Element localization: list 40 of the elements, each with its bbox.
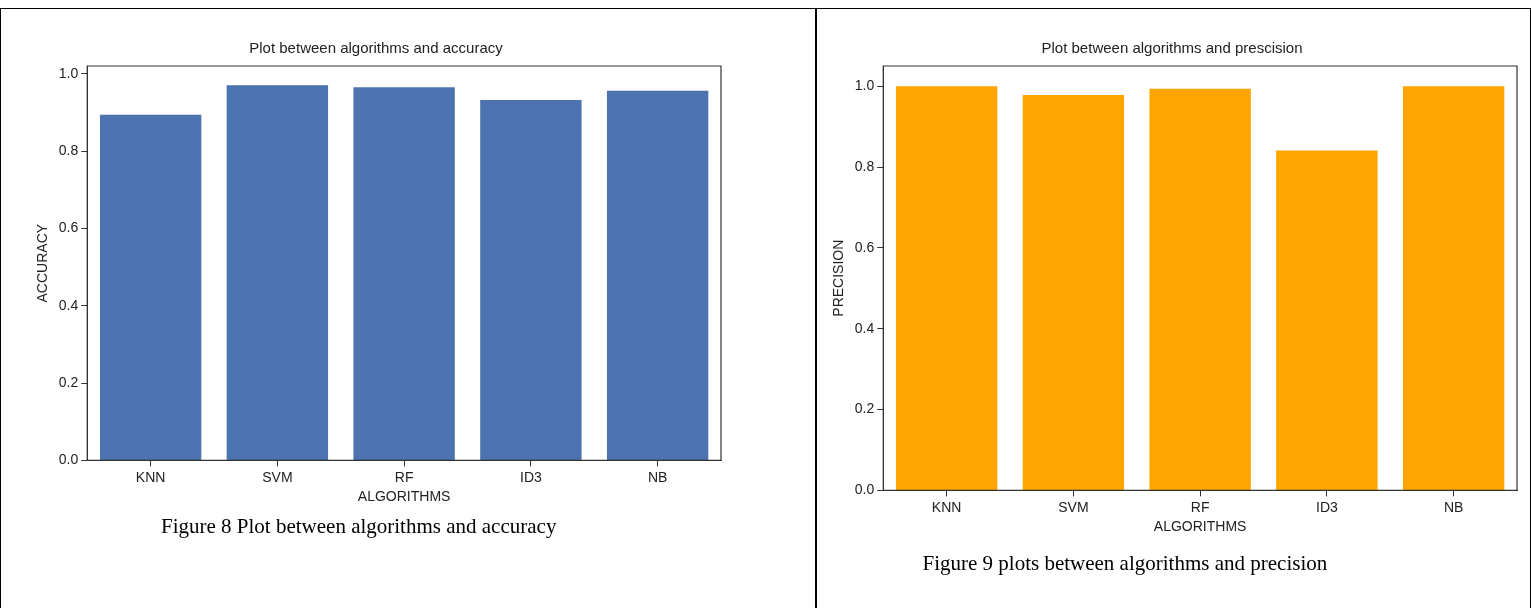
bar: [1149, 88, 1252, 490]
chart-title: Plot between algorithms and prescision: [1041, 39, 1303, 57]
y-axis-title: PRECISION: [830, 239, 847, 317]
caption: Figure 9 plots between algorithms and precision: [922, 551, 1328, 576]
x-axis-title: ALGORITHMS: [357, 488, 451, 505]
x-tick-label: RF: [394, 468, 414, 485]
y-tick-label: 0.0: [855, 481, 875, 498]
bar: [606, 90, 709, 460]
bar: [1403, 86, 1505, 490]
y-tick-label: 0.8: [855, 157, 875, 174]
bar: [480, 100, 582, 460]
x-tick-label: KNN: [932, 498, 962, 515]
y-tick-label: 0.8: [58, 141, 79, 158]
x-tick-label: RF: [1191, 498, 1210, 515]
y-tick-label: 0.4: [58, 296, 79, 313]
y-tick-label: 0.0: [58, 451, 79, 468]
bar: [353, 87, 455, 460]
y-tick-label: 1.0: [855, 77, 875, 94]
bar: [99, 114, 202, 460]
caption: Figure 8 Plot between algorithms and accuracy: [161, 514, 557, 539]
y-tick-label: 0.4: [855, 319, 875, 336]
bar: [1023, 95, 1125, 490]
x-tick-label: SVM: [1058, 498, 1090, 515]
x-axis-title: ALGORITHMS: [1154, 518, 1247, 535]
x-tick-label: NB: [1444, 498, 1464, 515]
y-tick-label: 0.2: [855, 400, 875, 417]
bar: [226, 85, 329, 460]
chart-title: Plot between algorithms and accuracy: [249, 39, 504, 57]
y-tick-label: 0.6: [855, 238, 875, 255]
y-tick-label: 1.0: [58, 64, 79, 81]
bar: [896, 86, 998, 490]
x-tick-label: NB: [647, 468, 668, 485]
y-axis-title: ACCURACY: [34, 223, 51, 303]
x-tick-label: KNN: [135, 468, 166, 485]
y-tick-label: 0.2: [58, 373, 79, 390]
y-tick-label: 0.6: [58, 219, 79, 236]
bar: [1276, 150, 1379, 490]
x-tick-label: ID3: [1316, 498, 1339, 515]
x-tick-label: SVM: [262, 468, 293, 485]
x-tick-label: ID3: [519, 468, 542, 485]
